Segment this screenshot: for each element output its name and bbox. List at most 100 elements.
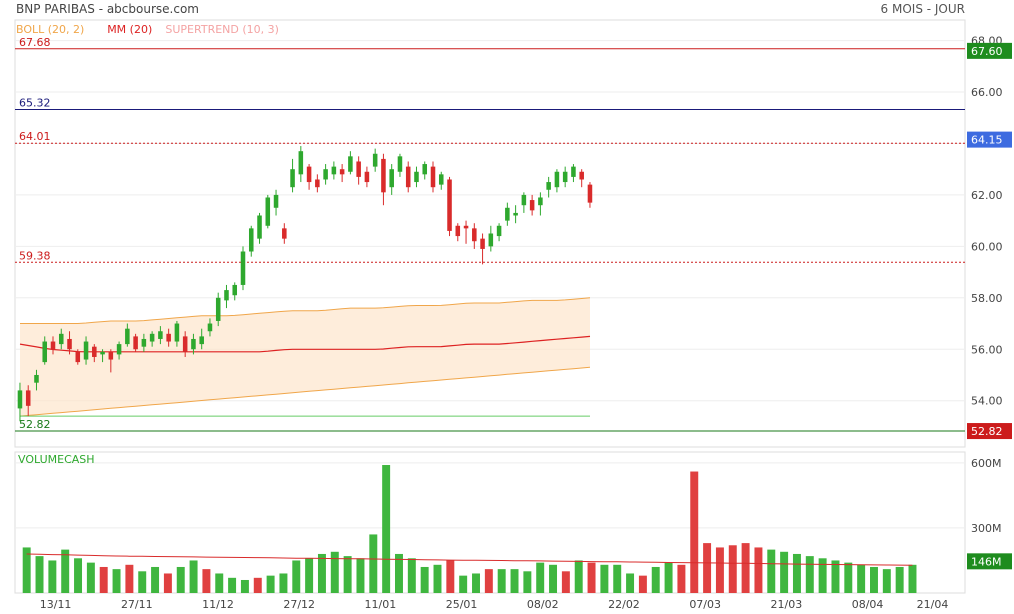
candle-body <box>463 225 469 229</box>
candle-body <box>562 171 568 183</box>
x-tick-label: 08/04 <box>852 598 884 611</box>
candle-body <box>587 184 593 203</box>
candle-body <box>58 333 64 345</box>
volume-bar <box>574 560 583 593</box>
y-tick-label: 60.00 <box>971 240 1003 253</box>
candle-body <box>207 323 213 332</box>
volume-bar <box>549 564 558 593</box>
bollinger-upper-line <box>20 297 591 324</box>
volume-bar <box>86 562 95 593</box>
volume-bar <box>61 549 70 593</box>
candle-body <box>430 166 436 188</box>
candle-body <box>315 179 320 188</box>
candle-body <box>339 169 345 175</box>
y-tick-label: 54.00 <box>971 395 1003 408</box>
candle-body <box>199 336 204 345</box>
candle-body <box>348 156 353 172</box>
price-badge-label: 52.82 <box>971 425 1003 438</box>
candle-body <box>381 158 386 193</box>
volume-bar <box>831 560 840 593</box>
moving-average-line <box>19 335 591 353</box>
candle-body <box>356 161 361 177</box>
volume-bar <box>626 573 635 593</box>
candle-body <box>298 151 304 175</box>
volume-bar <box>857 564 866 593</box>
volume-bar <box>638 575 647 593</box>
candle-body <box>554 171 560 188</box>
y-tick-label: 58.00 <box>971 292 1003 305</box>
x-tick-label: 25/01 <box>446 598 478 611</box>
candle-body <box>25 390 31 406</box>
price-badge <box>967 423 1012 440</box>
volume-bar <box>715 547 724 593</box>
candle-body <box>455 225 461 237</box>
volume-bar <box>792 553 801 593</box>
candle-body <box>323 169 328 180</box>
volume-bar <box>908 564 917 593</box>
price-badge <box>967 131 1012 148</box>
volume-bar <box>343 556 352 593</box>
volume-bar <box>587 562 596 593</box>
candle-body <box>405 166 411 188</box>
candle-body <box>488 233 494 247</box>
volume-bar <box>728 545 737 593</box>
candle-body <box>579 171 584 180</box>
candle-body <box>521 194 527 206</box>
volume-bar <box>844 562 853 593</box>
candle-body <box>480 238 485 249</box>
volume-bar <box>651 566 660 593</box>
candle-body <box>166 333 171 342</box>
volume-bar <box>395 553 403 593</box>
price-level-label: 65.32 <box>19 97 51 110</box>
volume-bar <box>780 551 789 593</box>
volume-bar <box>510 569 519 593</box>
volume-bar <box>690 471 699 593</box>
candle-body <box>248 228 254 252</box>
volume-bar <box>253 577 262 593</box>
x-tick-label: 07/03 <box>689 598 721 611</box>
candle-body <box>397 156 403 172</box>
volume-bar <box>433 564 442 593</box>
volume-bar <box>870 566 878 593</box>
volume-bar <box>292 560 301 593</box>
candle-body <box>92 346 97 357</box>
candle-body <box>513 212 518 216</box>
candle-body <box>240 251 246 285</box>
volume-bar <box>561 571 570 593</box>
volume-bar <box>459 575 468 593</box>
candle-body <box>257 215 262 239</box>
candle-body <box>389 169 394 188</box>
volume-bar <box>882 569 891 593</box>
x-tick-label: 13/11 <box>40 598 72 611</box>
candle-body <box>17 390 23 409</box>
volume-bar <box>613 564 622 593</box>
volume-bar <box>767 549 776 593</box>
candle-body <box>215 297 221 321</box>
volume-bar <box>536 562 545 593</box>
candle-body <box>505 207 510 221</box>
x-tick-label: 11/01 <box>365 598 397 611</box>
volume-bar <box>497 569 506 593</box>
candle-body <box>67 338 72 350</box>
y-tick-label: 56.00 <box>971 343 1003 356</box>
volume-tick-label: 300M <box>971 522 1002 535</box>
candle-body <box>133 336 138 350</box>
y-tick-label: 66.00 <box>971 86 1003 99</box>
price-level-label: 52.82 <box>19 418 51 431</box>
volume-bar <box>215 573 224 593</box>
volume-bar <box>407 558 416 593</box>
price-badge-label: 64.15 <box>971 134 1003 147</box>
candle-body <box>414 171 419 183</box>
volume-title: VOLUMECASH <box>18 453 95 466</box>
bollinger-lower-line <box>19 366 591 417</box>
volume-bar <box>664 562 673 593</box>
candle-body <box>265 197 271 226</box>
candle-body <box>141 338 147 347</box>
chart-period[interactable]: 6 MOIS - JOUR <box>880 2 965 16</box>
volume-bar <box>472 573 480 593</box>
candle-body <box>158 331 163 339</box>
candle-body <box>100 351 105 355</box>
candle-body <box>546 182 551 190</box>
x-tick-label: 08/02 <box>527 598 559 611</box>
